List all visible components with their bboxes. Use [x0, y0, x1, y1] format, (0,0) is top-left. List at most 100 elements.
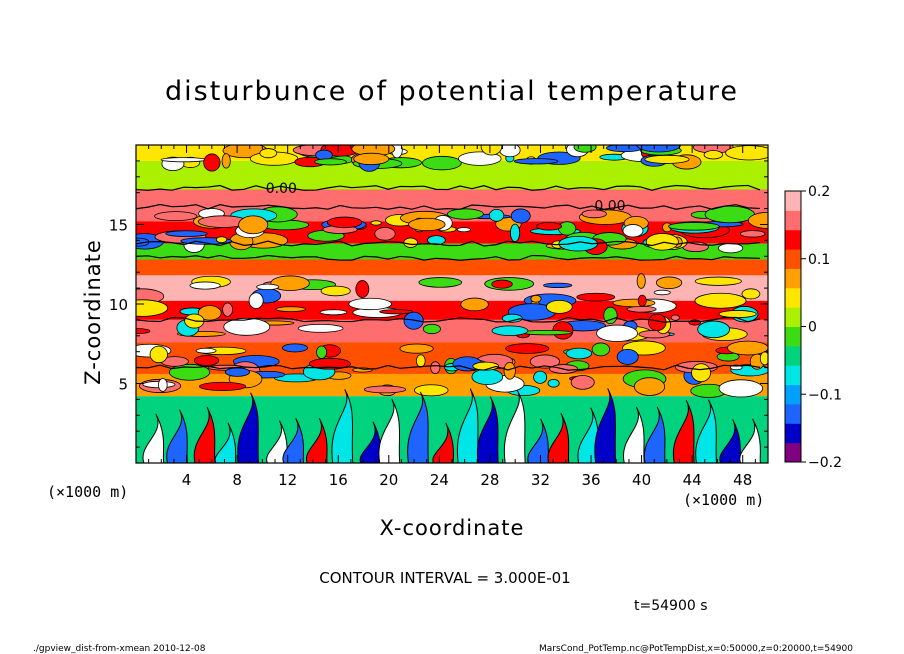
contour-patch — [353, 152, 390, 166]
y-tick-label: 15 — [109, 217, 128, 235]
contour-patch — [136, 328, 151, 335]
contour-patch — [413, 384, 449, 397]
contour-patch — [248, 292, 264, 310]
contour-line — [136, 254, 761, 261]
plume-contour — [378, 398, 401, 463]
contour-patch — [314, 158, 347, 166]
plume-contour — [407, 391, 429, 463]
contour-patch — [363, 385, 407, 394]
contour-patch — [533, 370, 548, 384]
footer-left: ./gpview_dist-from-xmean 2010-12-08 — [33, 644, 206, 654]
x-tick-label: 16 — [329, 471, 348, 489]
plume-contour — [622, 406, 645, 463]
y-tick-label: 10 — [109, 296, 128, 314]
contour-patch — [422, 323, 441, 335]
colorbar-swatch — [785, 345, 801, 366]
contour-patch — [203, 153, 221, 172]
plume-contour — [331, 389, 354, 463]
contour-patch — [415, 354, 426, 368]
contour-patch — [223, 317, 271, 336]
y-tick-label: 5 — [118, 376, 128, 394]
y-axis-ticks: 5 10 15 — [109, 144, 768, 464]
contour-patch — [221, 153, 231, 169]
plume-contour — [456, 388, 479, 463]
plume-contour — [643, 406, 666, 463]
contour-patch — [222, 302, 234, 317]
contour-patch — [616, 348, 639, 365]
contour-patch — [637, 294, 647, 307]
plume-contour — [739, 418, 762, 463]
contour-patch — [195, 347, 217, 354]
time-stamp: t=54900 s — [634, 598, 708, 614]
plume-contour — [503, 389, 526, 463]
contour-patch — [446, 208, 484, 220]
plume-contour — [547, 412, 570, 463]
contour-patch — [703, 150, 724, 160]
plume-contour — [476, 396, 499, 463]
colorbar-label: 0 — [808, 320, 817, 336]
contour-patch — [636, 273, 646, 289]
contour-patch — [197, 305, 222, 321]
contour-patch — [655, 276, 683, 290]
colorbar: 0.2 0.1 0 −0.1 −0.2 — [784, 184, 842, 471]
x-tick-label: 48 — [733, 471, 752, 489]
contour-patch — [626, 305, 657, 313]
contour-patch — [149, 345, 168, 364]
contour-patch — [670, 314, 680, 321]
colorbar-label: −0.1 — [808, 387, 842, 403]
contour-patch — [238, 215, 269, 235]
contour-line — [136, 184, 761, 191]
x-tick-label: 36 — [581, 471, 600, 489]
contour-patch — [471, 368, 504, 386]
contour-value-label: 0.00 — [266, 181, 297, 197]
contour-patch — [193, 355, 220, 366]
contour-patch — [691, 363, 711, 383]
colorbar-label: −0.2 — [808, 455, 842, 471]
contour-patch — [513, 158, 559, 165]
contour-patch — [503, 361, 516, 380]
contour-patch — [645, 233, 679, 251]
x-tick-label: 20 — [379, 471, 398, 489]
contour-patch — [421, 155, 462, 171]
x-tick-label: 32 — [531, 471, 550, 489]
contour-line — [136, 364, 761, 371]
contour-patch — [581, 209, 607, 219]
contour-patch — [543, 282, 573, 288]
contour-patch — [718, 310, 757, 318]
colorbar-label: 0.1 — [808, 252, 830, 268]
x-unit-right: (×1000 m) — [683, 491, 764, 509]
contour-patch — [725, 145, 768, 161]
contour-patch — [739, 230, 766, 238]
contour-patch — [547, 378, 560, 388]
contour-patch — [480, 145, 503, 156]
x-axis-ticks: 4 8 12 16 20 24 28 32 36 40 44 48 — [135, 145, 769, 489]
footer-right: MarsCond_PotTemp.nc@PotTempDist,x=0:5000… — [539, 644, 853, 654]
contour-patch — [370, 220, 382, 226]
contour-patch — [320, 285, 351, 297]
x-tick-label: 8 — [232, 471, 242, 489]
contour-patch — [158, 378, 168, 392]
y-axis-title: Z-coordinate — [81, 239, 105, 385]
contour-patch — [612, 298, 656, 308]
contour-patch — [308, 357, 351, 370]
contour-line — [136, 203, 761, 210]
contour-patch — [536, 222, 563, 231]
contour-patch — [694, 292, 747, 309]
contour-patch — [501, 313, 523, 323]
x-tick-label: 4 — [182, 471, 192, 489]
contour-patch — [326, 216, 363, 229]
contour-patch — [576, 292, 616, 302]
colorbar-swatch — [785, 442, 801, 463]
colorbar-swatch — [785, 210, 801, 231]
plume-contour — [282, 418, 305, 463]
contour-patch — [198, 381, 247, 392]
contour-patch — [530, 294, 542, 303]
x-tick-label: 44 — [683, 471, 702, 489]
contour-patch — [418, 277, 463, 288]
contour-patch — [529, 354, 561, 369]
contour-patch — [270, 275, 310, 291]
colorbar-swatch — [785, 287, 801, 308]
colorbar-swatch — [785, 403, 801, 424]
colorbar-swatch — [785, 365, 801, 386]
chart-title: disturbunce of potential temperature — [165, 76, 739, 107]
